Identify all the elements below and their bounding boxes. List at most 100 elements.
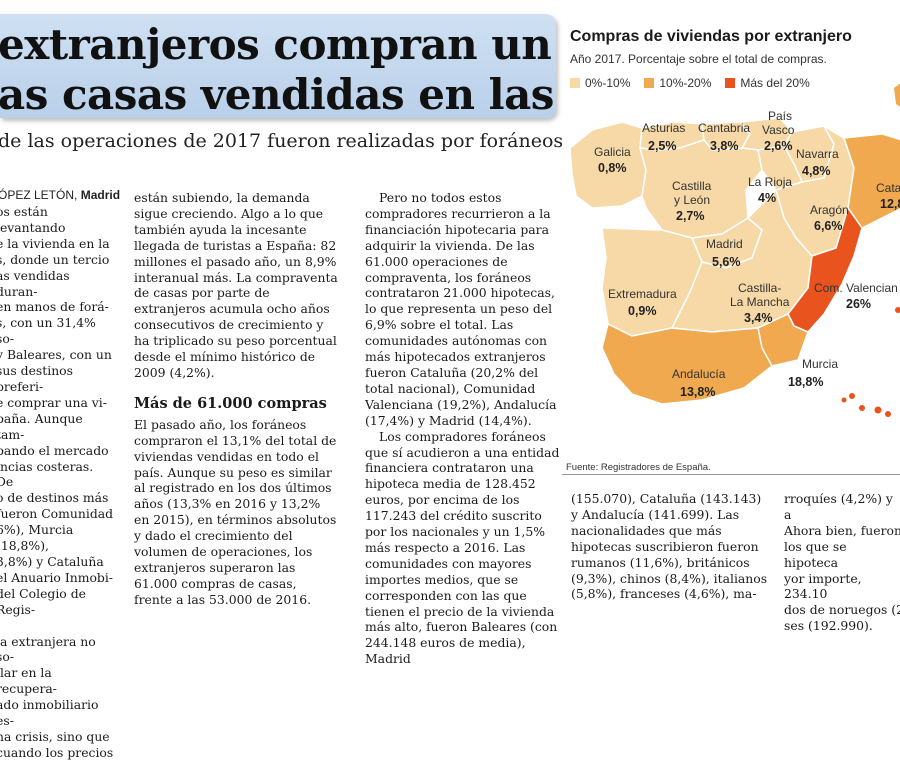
legend-label-high: Más del 20%	[740, 76, 810, 90]
region-baleares	[894, 83, 900, 107]
byline-city: Madrid	[80, 188, 121, 202]
label-andalucia: Andalucía	[672, 367, 726, 381]
column-1-line: incias costeras. De	[0, 458, 94, 490]
value-com-valenciana: 26%	[846, 297, 871, 311]
column-1-line: s, con un 31,4% so-	[0, 315, 96, 347]
article-column-5: rroquíes (4,2%) y a Ahora bien, fueron los…	[784, 491, 900, 634]
region-castilla-leon	[638, 139, 763, 239]
value-castilla-leon: 2,7%	[676, 209, 705, 223]
island-canarias-5	[885, 411, 891, 417]
label-castilla-leon-1: Castilla	[672, 179, 712, 193]
article-column-3: Pero no todos estos compradores recurrie…	[365, 190, 565, 667]
value-pais-vasco: 2,6%	[764, 139, 793, 153]
value-asturias: 2,5%	[648, 139, 677, 153]
legend-item-mid: 10%-20%	[644, 76, 711, 90]
column-5-line: los que se hipoteca	[784, 538, 847, 570]
label-cantabria: Cantabria	[698, 121, 750, 135]
label-extremadura: Extremadura	[608, 287, 677, 301]
region-com-valenciana	[787, 206, 863, 333]
value-andalucia: 13,8%	[680, 385, 715, 399]
headline-banner: extranjeros compran un tercio as casas v…	[0, 14, 556, 118]
label-navarra: Navarra	[796, 147, 839, 161]
column-2-paragraph-1: están subiendo, la demanda sigue crecien…	[134, 190, 338, 380]
article-column-1: os están levantando e la vivienda en la s,…	[0, 204, 114, 761]
island-canarias-4	[874, 406, 882, 414]
column-1-line: ado inmobiliario es-	[0, 697, 99, 729]
column-3-paragraph-1: Pero no todos estos compradores recurrie…	[365, 190, 557, 428]
column-1-line	[0, 618, 114, 634]
spain-map: Galicia 0,8% Asturias 2,5% Cantabria 3,8…	[569, 83, 900, 417]
value-aragon: 6,6%	[814, 219, 843, 233]
column-1-line: na crisis, sino que	[0, 729, 110, 744]
choropleth-chart: Compras de viviendas por extranjero Año …	[562, 20, 900, 475]
column-1-line: pando el mercado	[0, 442, 109, 458]
legend-item-high: Más del 20%	[725, 76, 810, 90]
byline-author: ÓPEZ LETÓN,	[0, 188, 78, 202]
value-galicia: 0,8%	[598, 161, 627, 175]
value-castilla-la-mancha: 3,4%	[744, 311, 773, 325]
column-1-line: e comprar una vi-	[0, 394, 107, 410]
column-4-paragraph: (155.070), Cataluña (143.143) y Andalucí…	[571, 491, 768, 602]
column-3-paragraph-2: Los compradores foráneos que sí acudiero…	[365, 428, 560, 667]
headline-line-2: as casas vendidas en las islas	[0, 70, 556, 118]
chart-title: Compras de viviendas por extranjero	[570, 28, 852, 45]
label-madrid: Madrid	[706, 237, 743, 251]
label-asturias: Asturias	[642, 121, 685, 135]
subheadline: de las operaciones de 2017 fueron realiz…	[0, 130, 564, 152]
column-5-line: ses (192.990).	[784, 618, 873, 634]
headline-line-1: extranjeros compran un tercio	[0, 20, 556, 69]
column-2-paragraph-2: El pasado año, los foráneos compraron el…	[134, 416, 337, 607]
column-1-line: el Anuario Inmobi-	[0, 569, 113, 585]
column-1-line: o de destinos más	[0, 490, 109, 506]
label-pais-vasco-1: País	[768, 109, 792, 123]
column-1-line: as vendidas duran-	[0, 267, 70, 299]
column-5-line: rroquíes (4,2%) y a	[784, 491, 893, 522]
legend-item-low: 0%-10%	[570, 76, 630, 90]
island-canarias-2	[841, 397, 847, 403]
label-castilla-leon-2: y León	[674, 193, 710, 207]
label-galicia: Galicia	[594, 145, 631, 159]
byline: ÓPEZ LETÓN, Madrid	[0, 188, 120, 202]
value-extremadura: 0,9%	[628, 304, 657, 318]
column-1-line: e la vivienda en la	[0, 235, 110, 251]
legend-swatch-low	[570, 78, 580, 88]
value-murcia: 18,8%	[788, 375, 823, 389]
column-5-line: Ahora bien, fueron	[784, 522, 900, 538]
value-cantabria: 3,8%	[710, 139, 739, 153]
column-1-line: ilar en la recupera-	[0, 665, 57, 697]
value-la-rioja: 4%	[758, 191, 776, 205]
column-1-line: la extranjera no so-	[0, 633, 96, 665]
label-castilla-la-mancha-2: La Mancha	[730, 295, 790, 309]
section-subtitle: Más de 61.000 compras	[134, 394, 327, 412]
column-1-line: paña. Aunque tam-	[0, 410, 83, 442]
legend-swatch-mid	[644, 78, 655, 88]
region-cataluna	[842, 133, 900, 229]
label-la-rioja: La Rioja	[748, 175, 792, 189]
column-1-line: en manos de forá-	[0, 299, 109, 315]
island-canarias-3	[859, 405, 865, 411]
column-1-line: del Colegio de Regis-	[0, 585, 86, 617]
column-1-line: sus destinos preferi-	[0, 363, 73, 394]
column-1-line: fueron Comunidad	[0, 506, 114, 522]
legend-label-low: 0%-10%	[585, 76, 631, 90]
label-cataluna: Cata	[876, 181, 900, 195]
island-canarias-1	[849, 393, 855, 399]
island-menorca	[895, 307, 900, 313]
label-pais-vasco-2: Vasco	[762, 123, 795, 137]
region-andalucia	[601, 322, 773, 405]
label-castilla-la-mancha-1: Castilla-	[738, 281, 781, 295]
column-5-line: yor importe, 234.10	[784, 570, 862, 602]
column-1-line: cuando los precios	[0, 744, 114, 760]
column-1-line: 3,8%) y Cataluña	[0, 553, 104, 569]
value-cataluna: 12,8	[880, 197, 900, 211]
label-murcia: Murcia	[802, 357, 838, 371]
chart-legend: 0%-10% 10%-20% Más del 20%	[570, 76, 810, 90]
column-1-line: 6%), Murcia (18,8%),	[0, 522, 74, 554]
column-1-line: s, donde un tercio	[0, 251, 110, 267]
column-1-line: y Baleares, con un	[0, 347, 112, 363]
chart-subtitle: Año 2017. Porcentaje sobre el total de c…	[570, 52, 827, 66]
label-aragon: Aragón	[810, 203, 849, 217]
chart-source: Fuente: Registradores de España.	[566, 462, 711, 473]
article-column-2: están subiendo, la demanda sigue crecien…	[134, 190, 338, 608]
chart-divider	[562, 474, 900, 475]
